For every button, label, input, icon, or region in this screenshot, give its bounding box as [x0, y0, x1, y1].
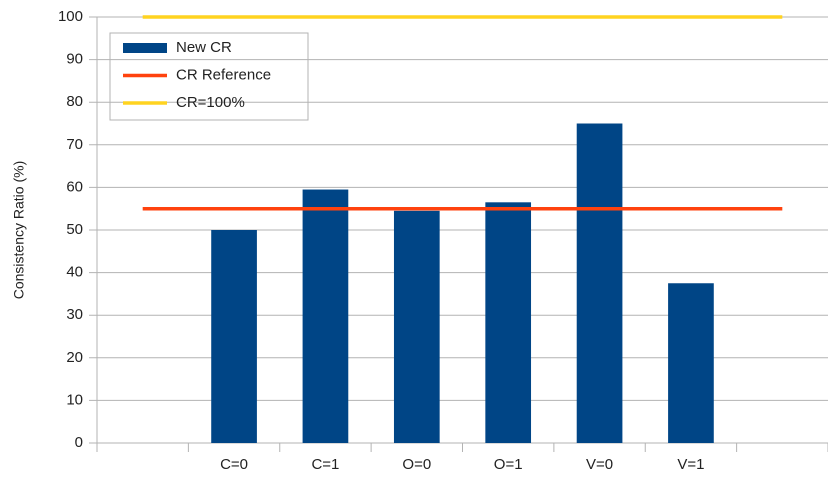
y-tick-label: 90 — [66, 51, 83, 68]
y-tick-label: 50 — [66, 221, 83, 238]
y-tick-label: 60 — [66, 178, 83, 195]
x-tick-label: O=0 — [402, 456, 431, 473]
y-axis-label: Consistency Ratio (%) — [11, 161, 27, 300]
y-tick-label: 70 — [66, 136, 83, 153]
y-tick-label: 0 — [75, 434, 83, 451]
bar — [485, 202, 532, 443]
y-tick-label: 20 — [66, 349, 83, 366]
y-tick-label: 40 — [66, 264, 83, 281]
y-tick-label: 30 — [66, 306, 83, 323]
x-tick-label: V=1 — [677, 456, 704, 473]
y-tick-label: 80 — [66, 93, 83, 110]
x-tick-label: O=1 — [494, 456, 523, 473]
y-tick-label: 10 — [66, 391, 83, 408]
bar — [393, 210, 440, 443]
legend-label: CR=100% — [176, 94, 245, 111]
legend-label: CR Reference — [176, 66, 271, 83]
bar — [576, 123, 623, 443]
bar — [668, 283, 714, 443]
x-tick-label: C=1 — [311, 456, 339, 473]
x-tick-label: V=0 — [586, 456, 613, 473]
bar — [302, 189, 349, 443]
y-tick-label: 100 — [58, 8, 83, 25]
x-tick-label: C=0 — [220, 456, 248, 473]
legend-label: New CR — [176, 39, 232, 56]
legend-swatch — [123, 43, 167, 53]
bar — [211, 230, 257, 443]
